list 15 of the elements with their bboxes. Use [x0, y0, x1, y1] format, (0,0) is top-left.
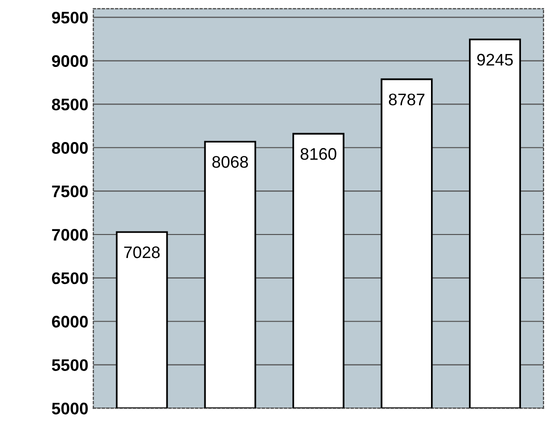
- data-label: 8160: [300, 148, 336, 160]
- data-label: 9245: [477, 54, 513, 66]
- y-tick-label: 5500: [52, 359, 88, 372]
- y-tick-label: 8500: [52, 98, 88, 110]
- y-tick-label: 7000: [52, 228, 88, 241]
- data-label: 8068: [212, 156, 248, 168]
- y-tick-label: 9500: [52, 12, 88, 24]
- y-tick-label: 9000: [52, 55, 88, 67]
- y-tick-label: 6500: [52, 272, 88, 284]
- data-label: 8787: [388, 94, 424, 106]
- y-tick-label: 6000: [52, 316, 88, 328]
- y-tick-label: 8000: [52, 142, 88, 154]
- y-tick-label: 7500: [52, 185, 88, 198]
- y-tick-label: 5000: [52, 402, 88, 414]
- data-label: 7028: [124, 246, 160, 258]
